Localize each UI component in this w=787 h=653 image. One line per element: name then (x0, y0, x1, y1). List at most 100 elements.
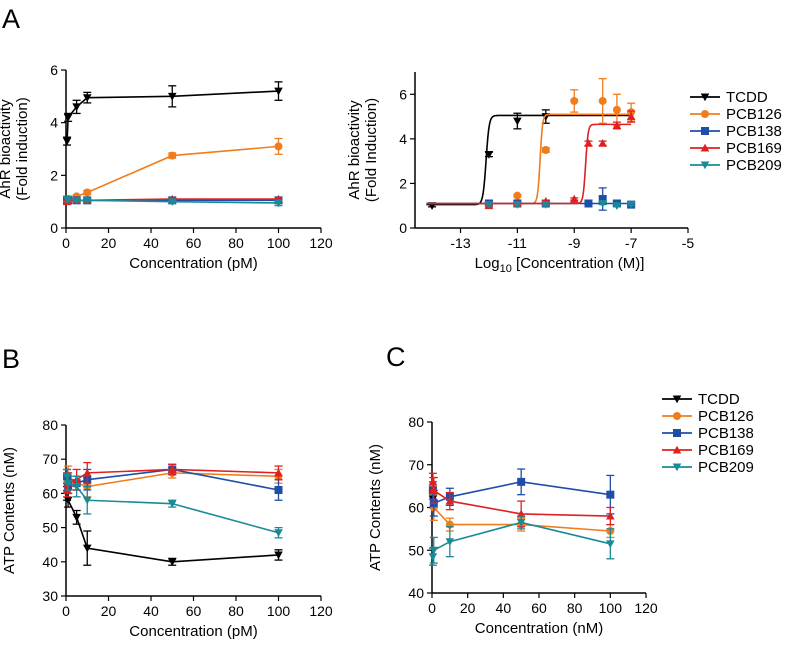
legend-entry-pcb126: PCB126 (690, 106, 782, 123)
y-tick-label: 2 (50, 167, 58, 183)
data-point-tcdd (72, 103, 81, 112)
y-tick-label: 40 (408, 585, 424, 601)
legend-marker-pcb209 (672, 463, 682, 472)
data-point-pcb209 (598, 200, 607, 208)
x-tick-label: 120 (309, 603, 333, 619)
x-tick-label: 0 (428, 600, 436, 616)
series-pcb169 (426, 110, 636, 210)
y-tick-label: 0 (399, 220, 407, 236)
data-point-pcb209 (63, 479, 73, 488)
x-tick-label: 60 (186, 603, 202, 619)
legend-entry-pcb209: PCB209 (690, 157, 782, 174)
data-point-pcb209 (63, 195, 73, 204)
data-point-tcdd (513, 117, 522, 126)
data-point-tcdd (167, 558, 177, 567)
data-point-pcb169 (82, 468, 92, 477)
legend-entry-pcb169: PCB169 (690, 140, 782, 157)
data-point-pcb169 (626, 112, 636, 121)
y-axis-label: (Fold Induction) (363, 98, 380, 202)
data-point-pcb138 (584, 199, 593, 208)
data-point-pcb126 (541, 146, 550, 154)
legend-label-pcb126: PCB126 (698, 408, 754, 425)
data-point-pcb209 (626, 201, 636, 209)
data-point-pcb209 (82, 496, 92, 505)
y-tick-label: 60 (408, 500, 424, 516)
x-tick-label: 100 (599, 600, 623, 616)
legend-entry-pcb126: PCB126 (662, 408, 754, 425)
fit-curve-pcb126 (426, 113, 632, 205)
chart-a-log: -13 -11 -9 -7 -5 0 2 4 6 Log10 [Concentration (M)… (346, 72, 694, 275)
data-point-tcdd (274, 87, 283, 96)
x-tick-label: 60 (186, 235, 202, 251)
series-pcb209 (428, 515, 615, 566)
data-point-pcb209 (428, 553, 438, 561)
legend-entry-pcb209: PCB209 (662, 459, 754, 476)
x-tick-label: 20 (460, 600, 476, 616)
series-pcb169 (62, 461, 283, 498)
data-point-tcdd (72, 513, 81, 522)
data-point-pcb126 (513, 191, 522, 200)
data-point-pcb126 (570, 96, 579, 105)
x-tick-label: -7 (625, 235, 638, 251)
legend-label-pcb209: PCB209 (726, 157, 782, 174)
chart-c: 0 20 40 60 80 100 120 40 50 60 70 80 Concentration (… (367, 414, 658, 637)
legend-entry-pcb138: PCB138 (662, 425, 754, 442)
data-point-pcb209 (484, 201, 494, 209)
y-axis-label: ATP Contents (nM) (1, 447, 18, 574)
data-point-pcb169 (428, 477, 438, 486)
data-point-pcb126 (168, 151, 177, 160)
data-point-tcdd (62, 137, 72, 146)
data-point-pcb138 (274, 485, 283, 494)
data-point-pcb169 (274, 468, 283, 477)
data-point-pcb126 (274, 142, 283, 151)
x-tick-label: 100 (267, 603, 291, 619)
legend-label-tcdd: TCDD (726, 89, 768, 106)
x-tick-label: 120 (309, 235, 333, 251)
y-tick-label: 6 (399, 86, 407, 102)
x-tick-label: -9 (568, 235, 581, 251)
data-point-pcb209 (606, 540, 615, 549)
series-pcb209 (484, 200, 636, 211)
y-tick-label: 50 (42, 520, 58, 536)
y-tick-label: 70 (408, 457, 424, 473)
legend-marker-pcb138 (673, 429, 681, 437)
y-tick-label: 50 (408, 542, 424, 558)
legend-label-pcb169: PCB169 (726, 140, 782, 157)
data-point-pcb169 (445, 496, 455, 505)
x-tick-label: 120 (634, 600, 658, 616)
data-point-pcb209 (429, 546, 439, 555)
data-point-tcdd (82, 94, 92, 102)
data-point-tcdd (82, 544, 92, 553)
x-axis-label: Log10 [Concentration (M)] (475, 255, 645, 275)
x-tick-label: 60 (531, 600, 547, 616)
y-tick-label: 4 (50, 115, 58, 131)
data-point-pcb169 (606, 511, 615, 520)
legend-label-pcb126: PCB126 (726, 106, 782, 123)
x-axis-label: Concentration (pM) (129, 623, 257, 640)
x-tick-label: 0 (62, 603, 70, 619)
series-pcb209 (62, 468, 283, 539)
x-tick-label: 100 (267, 235, 291, 251)
data-point-pcb169 (612, 121, 622, 129)
legend-marker-tcdd (672, 395, 682, 404)
legend-label-pcb169: PCB169 (698, 442, 754, 459)
data-point-pcb126 (83, 188, 92, 197)
data-point-pcb126 (612, 105, 621, 114)
data-point-pcb209 (167, 500, 177, 508)
y-axis-label: AhR bioactivity (346, 100, 363, 200)
x-tick-label: 80 (228, 235, 244, 251)
y-tick-label: 40 (42, 554, 58, 570)
data-point-pcb209 (541, 201, 551, 209)
legend-label-pcb138: PCB138 (726, 123, 782, 140)
legend-marker-pcb169 (672, 445, 682, 454)
data-point-pcb169 (569, 194, 579, 203)
data-point-pcb209 (513, 201, 522, 209)
legend-marker-pcb209 (700, 161, 710, 170)
data-point-pcb169 (584, 139, 593, 147)
y-tick-label: 4 (399, 131, 407, 147)
x-tick-label: -13 (450, 235, 470, 251)
data-point-pcb209 (72, 483, 81, 491)
y-tick-label: 70 (42, 451, 58, 467)
data-point-pcb209 (612, 202, 622, 211)
